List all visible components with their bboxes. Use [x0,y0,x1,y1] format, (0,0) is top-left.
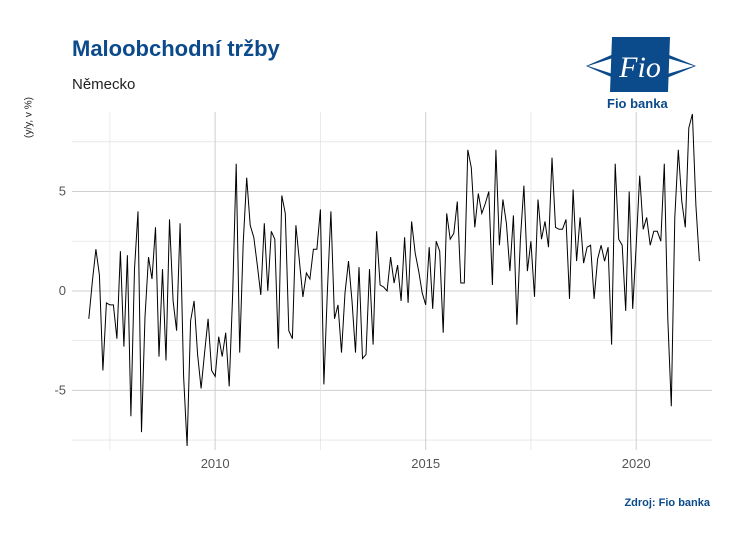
fio-banka-logo-icon: Fio [586,37,696,92]
y-tick-label: 5 [59,184,66,199]
series-line [88,113,700,447]
y-tick-label: 0 [59,283,66,298]
tick-labels: -5 0 5 2010 2015 2020 [54,184,650,471]
y-tick-label: -5 [54,382,66,397]
logo-caption: Fio banka [607,96,668,111]
chart-title: Maloobchodní tržby [72,36,280,61]
logo-text: Fio [618,51,661,84]
x-tick-label: 2020 [622,456,651,471]
x-tick-label: 2010 [201,456,230,471]
x-tick-label: 2015 [411,456,440,471]
source-note: Zdroj: Fio banka [624,497,710,509]
chart-subtitle: Německo [72,76,136,93]
grid-lines [72,112,712,450]
